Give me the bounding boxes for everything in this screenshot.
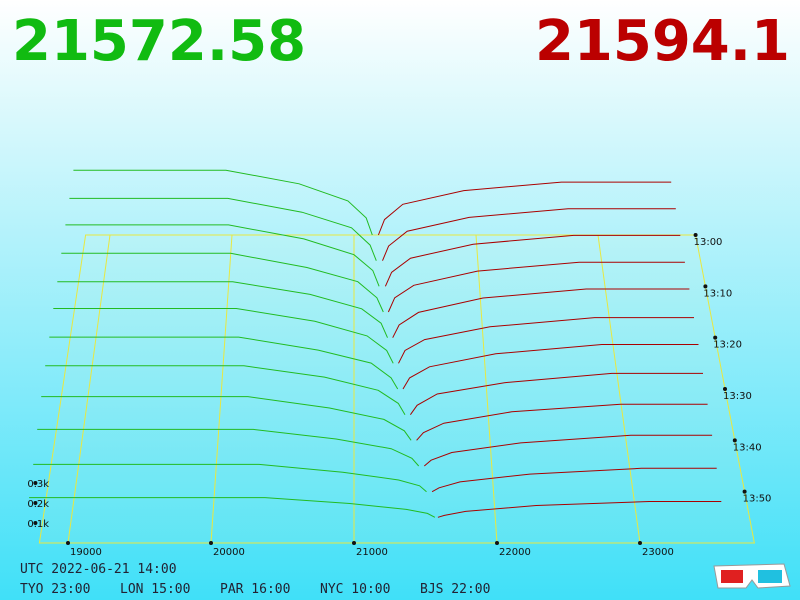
tick-dot xyxy=(209,541,213,545)
depth-tick-dot xyxy=(33,501,38,505)
bid-depth-line xyxy=(73,169,373,236)
depth-tick-label: 0.1k xyxy=(27,519,49,530)
bid-depth-line xyxy=(53,308,394,364)
best-bid: 21572.58 xyxy=(12,9,306,74)
tick-dot xyxy=(66,541,70,545)
x-tick-label: 19000 xyxy=(70,547,102,558)
bid-depth-line xyxy=(37,428,420,467)
city-time: NYC 10:00 xyxy=(320,582,390,597)
time-tick-label: 13:20 xyxy=(713,340,742,351)
plot: 19000 20000 21000 22000 23000 13:00 13:10 13:20… xyxy=(27,169,772,558)
time-tick-dot xyxy=(742,489,747,494)
bid-depth-line xyxy=(65,224,380,287)
time-tick-dot xyxy=(703,284,708,289)
ask-depth-line xyxy=(416,403,708,441)
depth-tick-dot xyxy=(33,521,38,525)
grid-line xyxy=(210,234,233,544)
depth-tick-label: 0.2k xyxy=(27,499,49,510)
ask-depth-line xyxy=(384,234,681,287)
ask-depth-line xyxy=(377,181,672,236)
utc-time: UTC 2022-06-21 14:00 xyxy=(20,562,177,577)
city-time: BJS 22:00 xyxy=(420,582,490,597)
grid-line xyxy=(475,234,498,544)
depth-tick-dot xyxy=(33,481,38,485)
bid-depth-line xyxy=(69,197,377,261)
floor xyxy=(38,234,756,544)
depth-tick-label: 0.3k xyxy=(27,479,49,490)
x-tick-label: 22000 xyxy=(499,547,531,558)
city-time: LON 15:00 xyxy=(120,582,190,597)
time-tick-label: 13:30 xyxy=(723,391,752,402)
time-tick-label: 13:40 xyxy=(733,442,762,453)
tick-dot xyxy=(495,541,499,545)
red-lens xyxy=(721,570,743,583)
tick-dot xyxy=(638,541,642,545)
ask-depth-line xyxy=(398,317,694,364)
grid-line xyxy=(67,234,111,544)
bid-depth-line xyxy=(45,365,406,415)
ask-depth-line xyxy=(409,372,703,415)
bid-depth-line xyxy=(29,497,436,518)
time-tick-dot xyxy=(693,233,698,237)
time-tick-label: 13:10 xyxy=(703,288,732,299)
time-tick-dot xyxy=(713,335,718,340)
time-tick-dot xyxy=(723,387,727,391)
x-tick-label: 23000 xyxy=(642,547,674,558)
ask-depth-line xyxy=(423,434,713,467)
ask-depth-line xyxy=(387,261,685,313)
time-tick-label: 13:00 xyxy=(694,237,723,248)
best-ask: 21594.1 xyxy=(535,9,790,74)
ask-depth-line xyxy=(431,467,717,493)
city-time: PAR 16:00 xyxy=(220,582,290,597)
ask-depth-line xyxy=(437,501,722,518)
time-tick-dot xyxy=(732,438,737,443)
bid-depth-line xyxy=(41,396,412,441)
bid-depth-line xyxy=(61,252,384,313)
ask-depth-line xyxy=(382,208,676,261)
x-tick-label: 20000 xyxy=(213,547,245,558)
tick-dot xyxy=(352,541,356,545)
city-times: TYO 23:00 LON 15:00 PAR 16:00 NYC 10:00 BJS … xyxy=(20,582,490,597)
grid-line xyxy=(597,234,641,544)
x-tick-label: 21000 xyxy=(356,547,388,558)
bid-depth-line xyxy=(33,463,427,493)
ask-depth-line xyxy=(392,288,690,338)
3d-glasses-icon xyxy=(713,563,791,589)
bid-depth-line xyxy=(49,336,399,390)
cyan-lens xyxy=(758,570,782,583)
ask-depth-line xyxy=(402,344,699,390)
city-time: TYO 23:00 xyxy=(20,582,90,597)
time-tick-label: 13:50 xyxy=(743,494,772,505)
bid-depth-line xyxy=(57,281,388,338)
